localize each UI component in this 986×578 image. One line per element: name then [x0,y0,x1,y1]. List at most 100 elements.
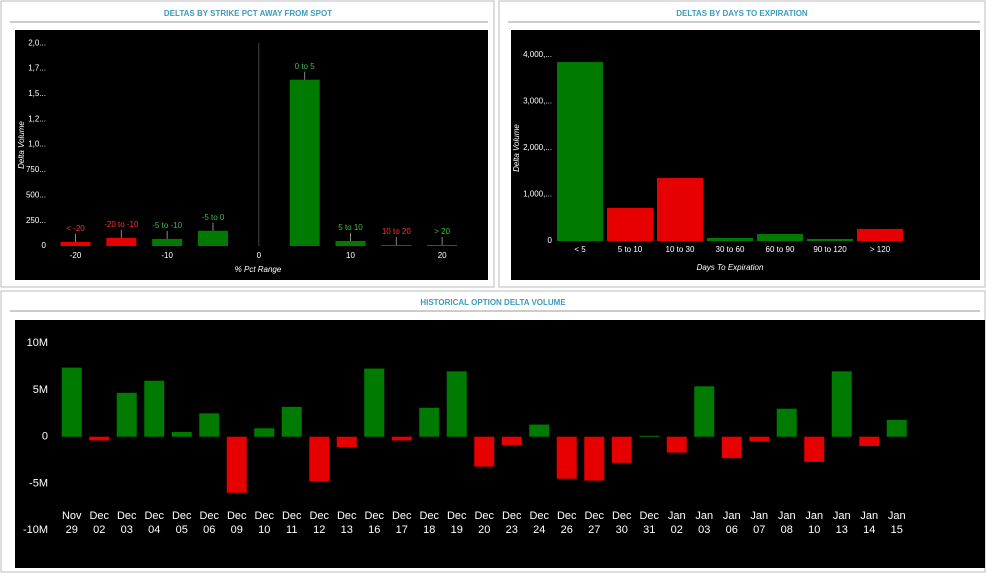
bar-label: -5 to 0 [202,213,225,222]
x-tick-label: < 5 [574,245,586,254]
x-tick-label: 24 [533,524,545,536]
bar [106,237,137,246]
x-tick-label: Dec [502,510,522,522]
y-tick-label: 0 [42,431,48,443]
y-tick-label: 0 [548,236,553,245]
chart-title: DELTAS BY STRIKE PCT AWAY FROM SPOT [164,9,332,18]
bar [584,436,605,481]
bar [281,406,302,437]
x-tick-label: Jan [668,510,686,522]
x-tick-label: 09 [231,524,243,536]
y-tick-label: -5M [29,477,48,489]
x-tick-label: Dec [117,510,137,522]
y-axis-label: Delta Volume [512,124,521,172]
y-tick-label: 1,0... [28,140,46,149]
y-tick-label: 4,000,... [523,50,552,59]
bar-label: < -20 [66,224,85,233]
bar [529,424,550,437]
x-tick-label: 07 [753,524,765,536]
y-tick-label: 2,000,... [523,143,552,152]
x-tick-label: 13 [836,524,848,536]
bar [556,436,577,479]
y-tick-label: 750... [26,165,46,174]
x-tick-label: 06 [726,524,738,536]
x-tick-label: 13 [341,524,353,536]
bar-label: -5 to -10 [152,221,182,230]
y-tick-label: 10M [27,337,48,349]
bar [721,436,742,459]
bar [694,386,715,437]
x-tick-label: 10 [808,524,820,536]
x-tick-label: 06 [203,524,215,536]
bar [116,392,137,437]
y-tick-label: 1,5... [28,89,46,98]
x-tick-label: 15 [891,524,903,536]
x-tick-label: Dec [474,510,494,522]
bar [289,79,320,246]
x-tick-label: 31 [643,524,655,536]
y-tick-label: 3,000,... [523,97,552,106]
x-tick-label: Dec [419,510,439,522]
bar-label: 10 to 20 [382,227,411,236]
x-tick-label: 30 [616,524,628,536]
bar [61,367,82,437]
x-tick-label: 10 to 30 [666,245,695,254]
x-tick-label: 03 [121,524,133,536]
x-tick-label: Jan [888,510,906,522]
y-tick-label: 0 [42,241,47,250]
bar [381,244,412,246]
x-tick-label: 10 [346,251,355,260]
bar [639,435,660,437]
bar [254,428,275,437]
x-tick-label: Jan [750,510,768,522]
bar-label: 5 to 10 [338,223,363,232]
x-tick-label: 16 [368,524,380,536]
x-tick-label: 08 [781,524,793,536]
x-tick-label: Dec [309,510,329,522]
bar [309,436,330,482]
x-tick-label: 14 [863,524,875,536]
bar [89,436,110,441]
x-tick-label: Dec [639,510,659,522]
x-tick-label: -10 [161,251,173,260]
bar [859,436,880,447]
bar [607,208,653,241]
x-tick-label: 26 [561,524,573,536]
y-tick-label: 500... [26,190,46,199]
y-tick-label: 250... [26,216,46,225]
x-tick-label: Dec [282,510,302,522]
bar [391,436,412,441]
x-tick-label: Dec [529,510,549,522]
x-tick-label: Jan [805,510,823,522]
x-tick-label: Jan [695,510,713,522]
bar [474,436,495,467]
x-tick-label: > 120 [870,245,891,254]
x-tick-label: 23 [506,524,518,536]
x-tick-label: 30 to 60 [716,245,745,254]
bar [886,419,907,437]
x-tick-label: Dec [584,510,604,522]
bar [749,436,770,442]
x-tick-label: -20 [70,251,82,260]
x-tick-label: 20 [478,524,490,536]
x-tick-label: Jan [833,510,851,522]
x-tick-label: Dec [612,510,632,522]
bar [335,240,366,246]
x-tick-label: 5 to 10 [618,245,643,254]
x-tick-label: 02 [671,524,683,536]
bar [152,238,183,246]
x-tick-label: Dec [447,510,467,522]
x-tick-label: 03 [698,524,710,536]
bar-label: 0 to 5 [295,62,316,71]
bar [831,371,852,437]
bar [144,380,165,437]
bar [611,436,632,463]
bar [198,230,228,246]
bar [427,244,458,246]
bar [757,234,803,241]
x-tick-label: 10 [258,524,270,536]
y-tick-label: 1,2... [28,114,46,123]
plot-area [15,30,488,280]
bar [807,238,853,241]
x-tick-label: 17 [396,524,408,536]
